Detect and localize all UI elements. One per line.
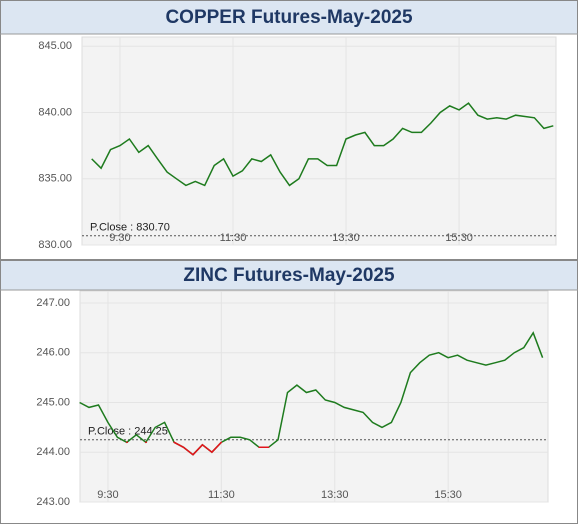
title-band <box>1 261 577 290</box>
y-tick-label: 840.00 <box>38 106 72 118</box>
x-tick-label: 15:30 <box>434 489 462 501</box>
plot-area <box>79 290 549 503</box>
x-tick-label: 9:30 <box>97 489 118 501</box>
y-tick-label: 244.00 <box>36 446 70 458</box>
y-tick-label: 243.00 <box>36 496 70 508</box>
y-tick-label: 845.00 <box>38 40 72 52</box>
y-tick-label: 246.00 <box>36 347 70 359</box>
y-tick-label: 830.00 <box>38 239 72 251</box>
price-line <box>91 102 554 187</box>
y-tick-label: 835.00 <box>38 173 72 185</box>
x-tick-label: 15:30 <box>445 232 473 244</box>
pclose-label: P.Close : 244.25 <box>88 426 168 438</box>
x-tick-label: 9:30 <box>109 232 130 244</box>
x-tick-label: 13:30 <box>321 489 349 501</box>
y-tick-label: 245.00 <box>36 396 70 408</box>
chart-title: ZINC Futures-May-2025 <box>183 265 395 286</box>
plot-area <box>81 36 557 246</box>
below-close-line <box>173 441 223 456</box>
title-band <box>1 1 577 34</box>
y-tick-label: 247.00 <box>36 297 70 309</box>
x-tick-label: 11:30 <box>208 489 235 501</box>
chart-title: COPPER Futures-May-2025 <box>165 7 413 28</box>
price-line <box>79 331 544 456</box>
pclose-label: P.Close : 830.70 <box>90 222 170 234</box>
x-tick-label: 11:30 <box>220 232 247 244</box>
x-tick-label: 13:30 <box>332 232 360 244</box>
